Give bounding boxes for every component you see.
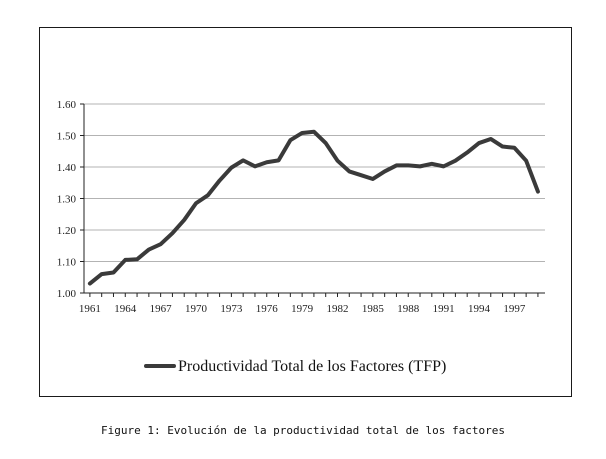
x-tick-label: 1961 <box>79 303 101 315</box>
x-tick-label: 1994 <box>468 303 491 315</box>
chart-frame <box>39 27 572 397</box>
x-tick-label: 1997 <box>503 303 526 315</box>
x-tick-label: 1982 <box>326 303 348 315</box>
x-axis-ticks: 1961 1964 1967 1970 1973 1976 1979 1982 1985 1988… <box>79 293 539 315</box>
y-tick-label: 1.20 <box>57 225 77 237</box>
x-tick-label: 1964 <box>114 303 137 315</box>
figure-caption: Figure 1: Evolución de la productividad … <box>101 424 505 437</box>
y-tick-label: 1.30 <box>57 194 77 206</box>
y-tick-label: 1.00 <box>57 288 77 300</box>
x-tick-label: 1979 <box>291 303 314 315</box>
legend: Productividad Total de los Factores (TFP… <box>144 358 446 375</box>
legend-label: Productividad Total de los Factores (TFP… <box>178 358 446 375</box>
series-line-tfp <box>87 129 540 286</box>
x-tick-label: 1991 <box>433 303 455 315</box>
x-tick-label: 1976 <box>256 303 279 315</box>
y-tick-label: 1.40 <box>57 162 77 174</box>
gridlines <box>84 103 545 262</box>
x-tick-label: 1985 <box>362 303 385 315</box>
x-tick-label: 1967 <box>150 303 173 315</box>
x-tick-label: 1973 <box>220 303 243 315</box>
y-axis-ticks: 1.00 1.10 1.20 1.30 1.40 1.50 1.60 <box>57 99 84 300</box>
x-tick-label: 1970 <box>185 303 208 315</box>
y-tick-label: 1.60 <box>57 99 77 111</box>
x-tick-label: 1988 <box>397 303 420 315</box>
y-tick-label: 1.10 <box>57 257 77 269</box>
y-tick-label: 1.50 <box>57 131 77 143</box>
